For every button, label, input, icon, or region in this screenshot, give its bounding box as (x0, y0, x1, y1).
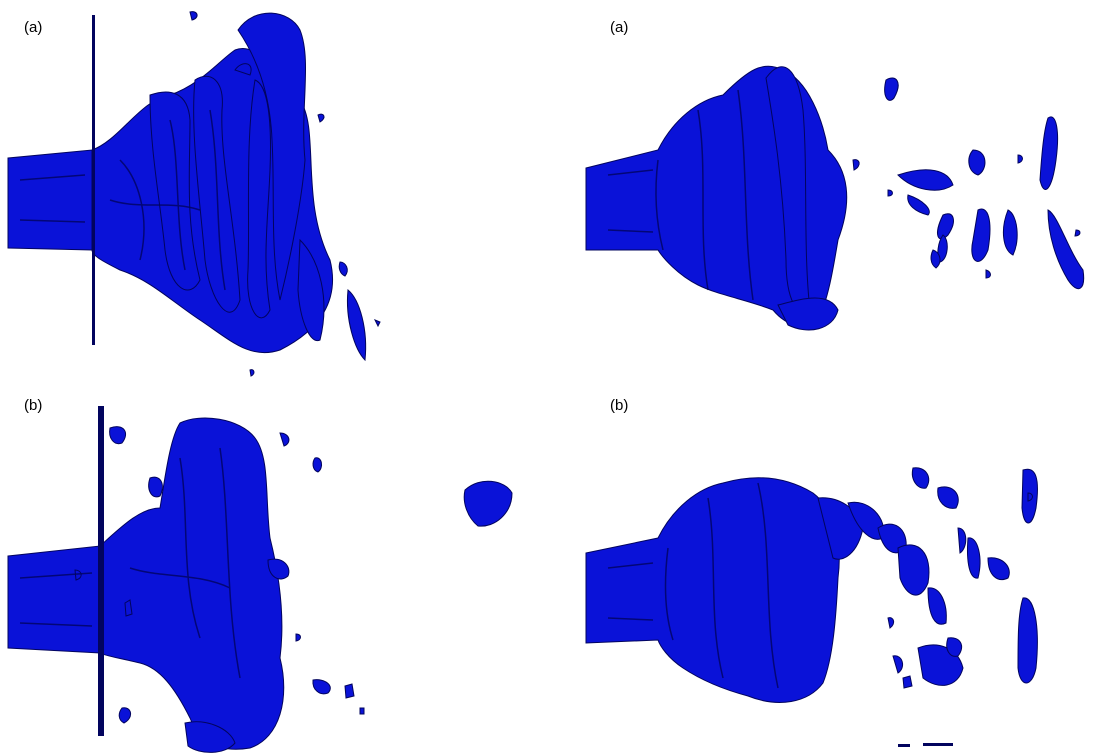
panel-label-a: (a) (610, 19, 629, 36)
panel-top-left: (a) (0, 0, 548, 378)
vortex-isosurface-image (585, 65, 1085, 331)
vortex-isosurface-image (7, 406, 513, 753)
panel-label-a: (a) (24, 19, 43, 36)
dividing-plane (92, 15, 95, 345)
panel-bottom-left: (b) (0, 378, 548, 755)
panel-top-right: (a) (548, 0, 1096, 378)
panel-label-b: (b) (24, 397, 43, 414)
vortex-isosurface-image (585, 467, 1038, 747)
dividing-plane (98, 406, 104, 736)
panel-bottom-right: (b) (548, 378, 1096, 755)
panel-label-b: (b) (610, 397, 629, 414)
vortex-isosurface-image (7, 11, 381, 377)
